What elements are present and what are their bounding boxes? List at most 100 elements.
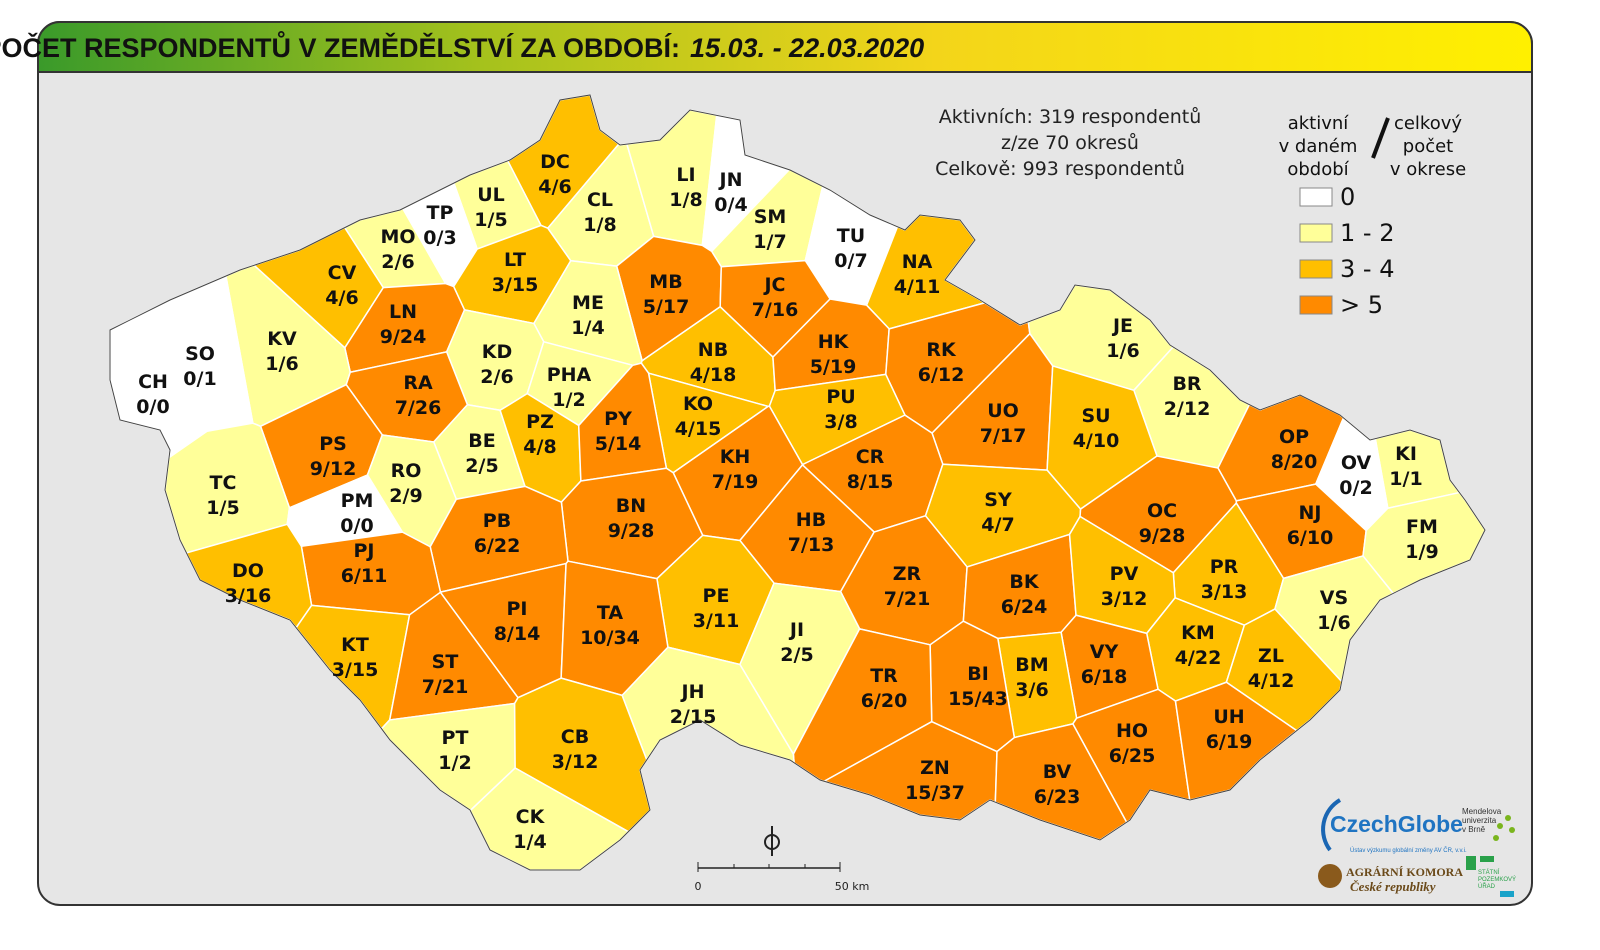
district-code: BV [1043, 761, 1072, 783]
district-code: BN [616, 495, 646, 517]
logo-spu: POZEMKOVÝ [1478, 876, 1516, 883]
logo-spu: STÁTNÍ [1478, 869, 1500, 876]
district-value: 4/6 [538, 176, 571, 198]
district-code: PM [341, 490, 374, 512]
district-value: 1/2 [552, 389, 585, 411]
logo-mendelu: v Brně [1462, 825, 1486, 834]
district-value: 5/17 [643, 296, 690, 318]
info-line: Celkově: 993 respondentů [935, 158, 1185, 180]
district-code: CV [328, 262, 357, 284]
legend-heading: počet [1403, 136, 1453, 157]
district-value: 7/21 [884, 588, 931, 610]
logo-spu: ÚŘAD [1478, 882, 1496, 890]
district-value: 1/8 [583, 214, 616, 236]
district-code: CK [516, 806, 546, 828]
district-value: 1/4 [513, 831, 546, 853]
district-value: 10/34 [580, 627, 640, 649]
legend-label: 0 [1340, 183, 1355, 211]
district-code: RO [391, 460, 422, 482]
district-value: 4/8 [523, 436, 556, 458]
district-code: VS [1320, 587, 1348, 609]
district-code: JE [1111, 315, 1133, 337]
district-value: 0/4 [714, 194, 747, 216]
legend-swatch [1299, 295, 1333, 315]
district-code: ZN [920, 757, 950, 779]
district-value: 3/12 [552, 751, 599, 773]
district-value: 1/9 [1405, 541, 1438, 563]
district-value: 4/22 [1175, 647, 1222, 669]
district-code: NJ [1299, 502, 1322, 524]
district-value: 7/19 [712, 471, 759, 493]
district-value: 6/25 [1109, 745, 1156, 767]
district-value: 7/13 [788, 534, 835, 556]
info-line: z/ze 70 okresů [1001, 132, 1139, 154]
district-code: SY [984, 489, 1012, 511]
legend-heading: aktivní [1288, 113, 1350, 134]
district-code: TR [870, 665, 898, 687]
district-code: KT [341, 634, 369, 656]
district-value: 2/6 [480, 366, 513, 388]
district-code: CH [138, 371, 168, 393]
district-code: UO [987, 400, 1019, 422]
district-code: OP [1279, 426, 1309, 448]
district-value: 1/8 [669, 189, 702, 211]
legend: 0 1 - 2 3 - 4 > 5 [1299, 183, 1394, 319]
logo-czechglobe: CzechGlobe [1330, 811, 1463, 837]
district-code: PE [703, 585, 730, 607]
district-code: DO [232, 560, 264, 582]
district-code: SM [754, 206, 787, 228]
district-value: 2/9 [389, 485, 422, 507]
district-code: PV [1110, 563, 1139, 585]
district-value: 3/6 [1015, 679, 1048, 701]
district-value: 6/10 [1287, 527, 1334, 549]
district-code: MB [649, 271, 682, 293]
district-value: 2/5 [780, 644, 813, 666]
district-value: 1/1 [1389, 468, 1422, 490]
district-value: 9/12 [310, 458, 357, 480]
district-code: VY [1090, 641, 1119, 663]
district-value: 7/16 [752, 299, 799, 321]
district-code: BI [967, 663, 989, 685]
legend-swatch [1299, 187, 1333, 207]
district-value: 4/10 [1073, 430, 1120, 452]
district-code: JN [718, 169, 743, 191]
district-value: 6/23 [1034, 786, 1081, 808]
district-code: KM [1181, 622, 1215, 644]
district-code: TU [837, 225, 865, 247]
legend-swatch [1299, 259, 1333, 279]
district-code: KI [1395, 443, 1417, 465]
district-code: TP [427, 202, 454, 224]
district-value: 6/11 [341, 565, 388, 587]
district-value: 4/18 [690, 364, 737, 386]
district-code: RA [403, 372, 433, 394]
legend-heading: celkový [1394, 113, 1462, 134]
district-value: 3/11 [693, 610, 740, 632]
district-value: 1/7 [753, 231, 786, 253]
district-code: JI [788, 619, 804, 641]
district-value: 1/5 [206, 497, 239, 519]
district-code: PY [604, 408, 632, 430]
district-code: PI [507, 598, 528, 620]
district-code: PJ [354, 540, 375, 562]
district-code: CL [587, 189, 613, 211]
logo-agrarni: České republiky [1350, 879, 1436, 894]
scale-label: 0 [695, 880, 702, 893]
district-value: 0/0 [340, 515, 373, 537]
scale-label: 50 km [835, 880, 870, 893]
district-code: HB [796, 509, 826, 531]
district-code: ST [432, 651, 459, 673]
header-band [37, 21, 1533, 73]
district-code: KD [482, 341, 513, 363]
district-value: 3/15 [492, 274, 539, 296]
district-code: PT [442, 727, 469, 749]
district-code: ME [572, 292, 604, 314]
scale-bar: 0 50 km [695, 862, 870, 893]
district-code: RK [926, 339, 957, 361]
district-code: BR [1172, 373, 1201, 395]
district-code: BE [468, 430, 495, 452]
district-value: 8/15 [847, 471, 894, 493]
district-value: 0/1 [183, 368, 216, 390]
